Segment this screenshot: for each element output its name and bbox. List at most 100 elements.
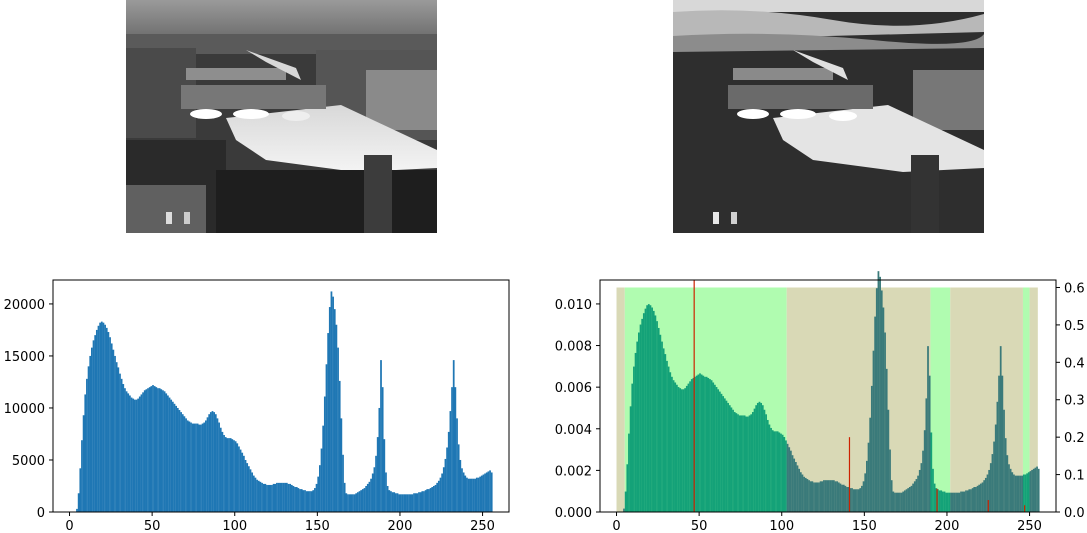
density-bar: [718, 391, 721, 512]
density-bar: [966, 490, 969, 512]
histogram-bar: [447, 431, 450, 512]
histogram-bar: [366, 483, 369, 512]
histogram-bar: [236, 443, 239, 512]
density-bar: [697, 374, 700, 512]
density-bar: [790, 450, 792, 512]
density-bar: [1003, 409, 1005, 512]
x-tick-label: 50: [144, 519, 161, 533]
density-bar: [991, 454, 994, 512]
histogram-bar: [209, 412, 212, 512]
histogram-bar: [418, 492, 420, 512]
density-bar: [770, 427, 772, 512]
histogram-bar: [330, 291, 333, 512]
density-bar: [842, 484, 845, 512]
histogram-bar: [312, 490, 315, 512]
density-bar: [651, 307, 653, 512]
histogram-bar: [190, 422, 192, 512]
density-bar: [813, 482, 815, 512]
histogram-bar: [160, 389, 163, 512]
histogram-bar: [294, 487, 296, 512]
density-bar: [642, 313, 645, 512]
density-bar: [1029, 471, 1032, 512]
density-bar: [927, 346, 929, 512]
density-bar: [955, 492, 957, 512]
density-bar: [624, 491, 627, 512]
histogram-bar: [114, 355, 116, 512]
density-bar: [961, 491, 964, 512]
density-bar: [930, 432, 933, 512]
density-bar: [760, 402, 763, 512]
histogram-bar: [287, 483, 290, 512]
histogram-bar: [223, 435, 225, 512]
histogram-bar: [442, 467, 445, 512]
histogram-bar: [92, 340, 95, 512]
histogram-bar: [152, 385, 154, 512]
density-bar: [819, 481, 822, 512]
histogram-bar: [282, 482, 285, 512]
density-bar: [915, 479, 918, 512]
y-tick-label: 10000: [4, 402, 45, 417]
density-bar: [798, 468, 801, 512]
density-bar: [740, 415, 743, 512]
density-bar: [775, 431, 777, 512]
density-bar: [829, 480, 832, 512]
histogram-bar: [122, 384, 125, 512]
density-bar: [834, 481, 837, 512]
density-bar: [728, 405, 731, 512]
histogram-bar: [120, 378, 123, 512]
city-bridge-river-photo-quantized: [673, 0, 984, 233]
histogram-bar: [138, 396, 141, 512]
histogram-bar: [390, 491, 392, 512]
histogram-bar: [277, 482, 280, 512]
plot-frame: [52, 279, 510, 513]
quantization-band: [1029, 287, 1038, 512]
histogram-bar: [254, 477, 257, 512]
histogram-bar: [365, 485, 368, 512]
histogram-bar: [292, 485, 295, 512]
density-bar: [910, 485, 913, 512]
histogram-bar: [480, 475, 483, 512]
density-bar: [809, 481, 812, 512]
histogram-bar: [188, 421, 191, 512]
histogram-bar: [186, 420, 189, 512]
histogram-bar: [363, 488, 366, 512]
histogram-bar: [158, 388, 161, 512]
density-bar: [786, 443, 789, 512]
histogram-bar: [89, 355, 92, 512]
density-bar: [1008, 464, 1010, 512]
histogram-bar: [444, 458, 447, 512]
quantization-band: [1022, 287, 1030, 512]
density-bar: [803, 476, 805, 512]
density-bar: [799, 472, 802, 512]
histogram-bar: [441, 473, 444, 512]
histogram-bar: [325, 364, 328, 512]
density-bar: [889, 449, 891, 512]
density-bar: [680, 389, 683, 512]
density-bar: [763, 409, 766, 512]
density-bar: [913, 481, 916, 512]
density-bar: [662, 348, 665, 512]
histogram-bar: [175, 405, 178, 512]
histogram-bar: [274, 483, 277, 512]
histogram-bar: [79, 468, 82, 512]
density-bar: [928, 375, 931, 512]
density-bar: [986, 474, 989, 512]
histogram-bar: [378, 407, 381, 512]
density-bar: [912, 483, 915, 512]
histogram-bar: [416, 493, 419, 512]
histogram-bar: [200, 424, 202, 512]
histogram-bar: [360, 490, 363, 512]
y-axis-ticks: 0.000 0.002 0.004 0.006 0.008 0.010: [555, 298, 600, 521]
density-bar: [1021, 475, 1024, 512]
histogram-bar: [252, 475, 255, 512]
density-bar: [1037, 468, 1040, 512]
histogram-bar: [423, 491, 425, 512]
histogram-bar: [81, 440, 83, 512]
histogram-bar: [115, 362, 118, 512]
histogram-bar: [145, 389, 148, 512]
histogram-bar: [385, 472, 387, 512]
histogram-bar: [178, 410, 181, 512]
density-bar: [791, 455, 794, 512]
histogram-bar: [127, 393, 130, 512]
histogram-bar: [185, 418, 187, 512]
